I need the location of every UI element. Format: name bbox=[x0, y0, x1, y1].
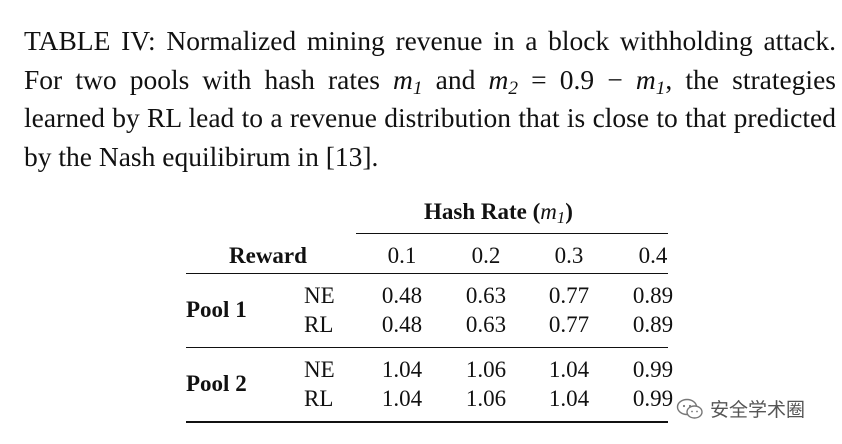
table-cell: 0.63 bbox=[465, 312, 507, 337]
table-cell: 0.77 bbox=[548, 312, 590, 337]
table-cell: 1.04 bbox=[381, 357, 423, 382]
watermark: 安全学术圈 bbox=[676, 395, 805, 422]
group-label-pool-1: Pool 1 bbox=[186, 297, 247, 322]
header-rule bbox=[186, 273, 668, 275]
table-cell: 0.63 bbox=[465, 283, 507, 308]
table-cell: 1.06 bbox=[465, 386, 507, 411]
table-cell: 0.99 bbox=[632, 386, 674, 411]
caption-prefix: TABLE IV: Normalized mining revenue in a… bbox=[24, 25, 836, 95]
group-header-cmidrule bbox=[356, 233, 668, 235]
wechat-icon bbox=[676, 398, 703, 419]
var-m1-b: m1 bbox=[635, 63, 666, 99]
group-header: Hash Rate (m1) bbox=[424, 199, 573, 228]
group-label-pool-2: Pool 2 bbox=[186, 371, 247, 396]
row-label: NE bbox=[304, 283, 335, 308]
table-cell: 1.04 bbox=[381, 386, 423, 411]
table-cell: 0.77 bbox=[548, 283, 590, 308]
table-cell: 0.48 bbox=[381, 283, 423, 308]
var-m1: m1 bbox=[393, 63, 423, 99]
revenue-table: Hash Rate (m1) Reward 0.1 0.2 0.3 0.4 Po… bbox=[186, 193, 673, 433]
bottom-rule bbox=[186, 421, 668, 423]
row-header-reward: Reward bbox=[229, 243, 307, 268]
table-cell: 0.48 bbox=[381, 312, 423, 337]
table-cell: 1.04 bbox=[548, 357, 590, 382]
watermark-text: 安全学术圈 bbox=[710, 399, 806, 421]
row-label: NE bbox=[304, 357, 335, 382]
row-label: RL bbox=[304, 312, 334, 337]
column-header: 0.2 bbox=[471, 243, 501, 268]
table-caption: TABLE IV: Normalized mining revenue in a… bbox=[24, 22, 836, 176]
table-cell: 0.99 bbox=[632, 357, 674, 382]
column-header: 0.4 bbox=[638, 243, 668, 268]
table-cell: 0.89 bbox=[632, 283, 674, 308]
table-cell: 1.04 bbox=[548, 386, 590, 411]
group-separator-rule bbox=[186, 347, 668, 349]
var-m2: m2 bbox=[488, 63, 519, 99]
caption-suffix: , the strategies learned by RL lead to a… bbox=[24, 63, 836, 172]
caption-eq: = 0.9 − bbox=[518, 63, 636, 95]
column-header: 0.3 bbox=[554, 243, 584, 268]
table-cell: 0.89 bbox=[632, 312, 674, 337]
column-header: 0.1 bbox=[387, 243, 417, 268]
caption-and: and bbox=[422, 63, 489, 95]
row-label: RL bbox=[304, 386, 334, 411]
table-cell: 1.06 bbox=[465, 357, 507, 382]
